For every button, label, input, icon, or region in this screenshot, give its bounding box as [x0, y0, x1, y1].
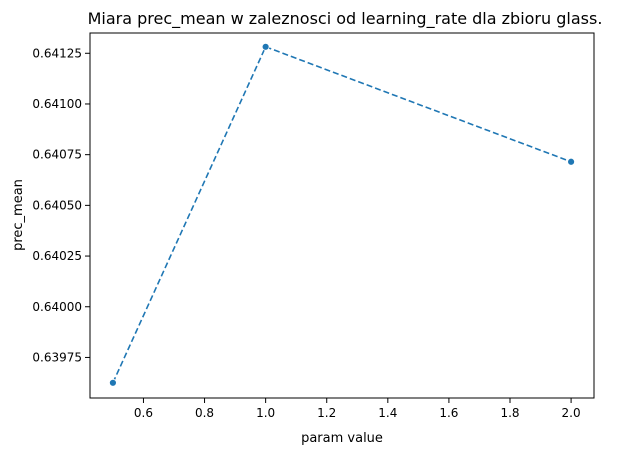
y-tick-label: 0.64050: [32, 198, 82, 212]
y-tick-label: 0.64125: [32, 46, 82, 60]
y-tick-label: 0.64000: [32, 300, 82, 314]
data-point: [261, 42, 270, 51]
x-axis-label: param value: [301, 431, 383, 446]
x-tick-label: 0.8: [195, 406, 214, 420]
x-tick-label: 1.4: [378, 406, 397, 420]
x-tick-label: 1.8: [500, 406, 519, 420]
x-tick-label: 1.0: [256, 406, 275, 420]
data-point: [109, 378, 117, 387]
y-axis-ticks: 0.63975 0.64000 0.64025 0.64050 0.64075 0.641…: [32, 46, 90, 364]
y-axis-label: prec_mean: [11, 179, 26, 251]
x-tick-label: 2.0: [562, 406, 581, 420]
y-tick-label: 0.64025: [32, 249, 82, 263]
plot-area-frame: [89, 32, 595, 399]
y-tick-label: 0.63975: [32, 350, 82, 364]
y-tick-label: 0.64075: [32, 148, 82, 162]
series-points: [109, 42, 575, 387]
x-tick-label: 1.2: [317, 406, 336, 420]
x-tick-label: 1.6: [439, 406, 458, 420]
y-tick-label: 0.64100: [32, 97, 82, 111]
data-point: [567, 157, 575, 166]
chart-title: Miara prec_mean w zaleznosci od learning…: [88, 9, 603, 29]
x-tick-label: 0.6: [134, 406, 153, 420]
x-axis-ticks: 0.6 0.8 1.0 1.2 1.4 1.6 1.8 2.0: [134, 398, 581, 420]
